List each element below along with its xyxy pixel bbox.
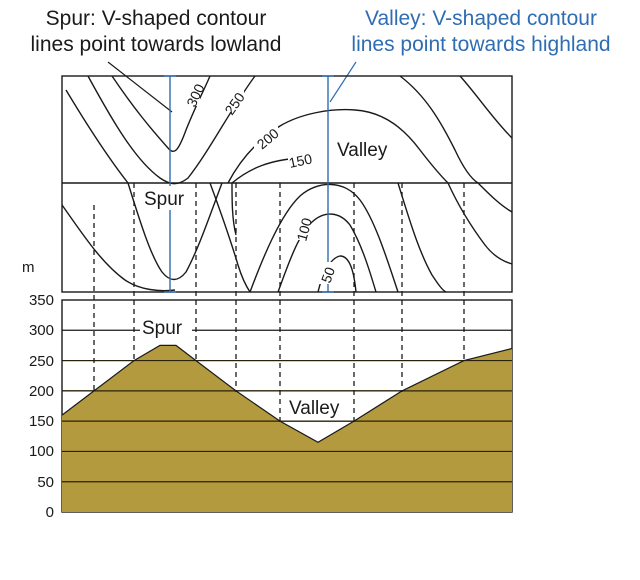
y-tick-250: 250 bbox=[29, 353, 54, 370]
contour-250-upper bbox=[87, 75, 256, 185]
contour-right-lower-3 bbox=[477, 182, 513, 213]
contour-map: 300 250 200 150 100 50 Valley Spur bbox=[61, 75, 513, 293]
contour-map-frame bbox=[61, 75, 513, 293]
spur-caption-line-1: Spur: V-shaped contour bbox=[45, 7, 267, 30]
axis-unit-label: m bbox=[22, 259, 35, 276]
y-tick-200: 200 bbox=[29, 383, 54, 400]
spur-caption: Spur: V-shaped contour lines point towar… bbox=[2, 6, 310, 58]
contour-right-lower-1 bbox=[397, 182, 447, 293]
contour-label-150: 150 bbox=[287, 150, 313, 171]
profile-section: m 350 300 250 200 150 100 50 0 Spur Vall… bbox=[22, 259, 513, 521]
valley-caption-line-1: Valley: V-shaped contour bbox=[365, 7, 597, 30]
y-tick-350: 350 bbox=[29, 292, 54, 309]
valley-caption: Valley: V-shaped contour lines point tow… bbox=[322, 6, 640, 58]
contour-label-250-bg bbox=[220, 90, 244, 112]
contour-200-upper bbox=[65, 89, 129, 184]
terrain-contour-lines bbox=[62, 359, 512, 483]
contour-label-50-bg bbox=[316, 262, 332, 284]
contour-label-50: 50 bbox=[318, 265, 338, 285]
contour-spur-lower-mid bbox=[209, 182, 251, 293]
map-spur-label-bg bbox=[144, 186, 194, 210]
profile-spur-label: Spur bbox=[142, 318, 183, 339]
valley-caption-line-2: lines point towards highland bbox=[351, 33, 611, 56]
contour-label-100-bg bbox=[292, 214, 310, 240]
y-tick-100: 100 bbox=[29, 443, 54, 460]
contour-right-lower-2 bbox=[447, 182, 513, 265]
spur-caption-line-2: lines point towards lowland bbox=[30, 33, 282, 56]
contour-valley-150 bbox=[249, 183, 399, 293]
contour-label-300-bg bbox=[178, 86, 200, 106]
map-valley-label-bg bbox=[336, 136, 398, 160]
y-tick-0: 0 bbox=[46, 504, 54, 521]
y-tick-150: 150 bbox=[29, 413, 54, 430]
contour-label-100: 100 bbox=[293, 216, 315, 243]
contour-label-150-bg bbox=[288, 152, 318, 168]
profile-valley-label-bg bbox=[288, 396, 352, 418]
contour-valley-200 bbox=[231, 182, 237, 236]
contour-right-upper-1 bbox=[399, 75, 479, 184]
projection-lines bbox=[93, 183, 465, 422]
contour-label-300: 300 bbox=[183, 81, 207, 109]
valley-pointer-line bbox=[329, 61, 357, 103]
contour-right-upper-2 bbox=[459, 75, 513, 139]
profile-spur-label-bg bbox=[140, 316, 192, 338]
y-tick-300: 300 bbox=[29, 322, 54, 339]
contour-valley-100 bbox=[277, 213, 377, 293]
y-tick-50: 50 bbox=[37, 474, 54, 491]
contour-spur-lower-inner bbox=[127, 182, 223, 281]
contour-label-200-bg bbox=[254, 126, 278, 148]
map-spur-label: Spur bbox=[144, 189, 185, 210]
terrain-profile bbox=[62, 345, 512, 512]
map-valley-label: Valley bbox=[337, 140, 388, 161]
contour-spur-lower-outer bbox=[61, 204, 176, 292]
profile-valley-label: Valley bbox=[289, 398, 340, 419]
spur-pointer-line bbox=[107, 61, 173, 113]
